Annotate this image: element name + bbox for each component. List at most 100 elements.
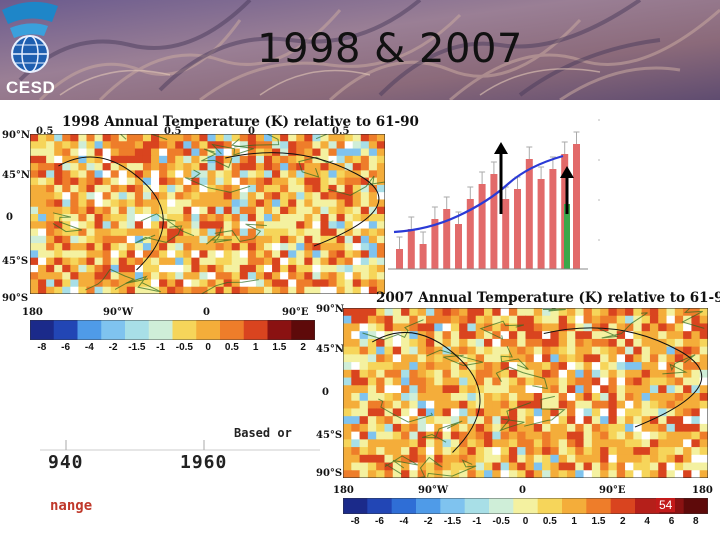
field-cell xyxy=(110,206,120,215)
field-cell xyxy=(484,308,493,317)
field-cell xyxy=(367,447,377,456)
field-cell xyxy=(542,346,551,355)
field-cell xyxy=(550,439,560,448)
field-cell xyxy=(600,377,610,386)
field-cell xyxy=(542,470,551,478)
field-cell xyxy=(450,354,460,363)
field-cell xyxy=(360,243,370,251)
field-cell xyxy=(409,338,419,348)
field-cell xyxy=(320,134,330,142)
field-cell xyxy=(167,250,176,259)
field-cell xyxy=(360,192,370,201)
field-cell xyxy=(691,400,701,410)
colorbar-label: -6 xyxy=(375,516,384,527)
field-cell xyxy=(223,214,233,222)
field-cell xyxy=(352,148,362,157)
field-cell xyxy=(134,163,144,171)
field-cell xyxy=(492,346,502,355)
field-cell xyxy=(199,141,209,150)
field-cell xyxy=(142,206,152,215)
slide-title: 1998 & 2007 xyxy=(257,26,523,72)
field-cell xyxy=(600,462,610,471)
field-cell xyxy=(525,369,535,379)
field-cell xyxy=(517,331,527,340)
field-cell xyxy=(30,163,39,171)
lat-label: 90°N xyxy=(316,304,345,315)
field-cell xyxy=(699,447,708,456)
field-cell xyxy=(392,439,402,448)
field-cell xyxy=(255,177,265,186)
field-cell xyxy=(500,377,510,386)
field-cell xyxy=(608,346,618,355)
field-cell xyxy=(417,377,427,386)
field-cell xyxy=(351,431,361,440)
colorbar-swatch xyxy=(489,498,514,514)
field-cell xyxy=(500,454,510,464)
field-cell xyxy=(492,323,502,332)
field-cell xyxy=(46,228,55,237)
field-cell xyxy=(359,470,369,478)
field-cell xyxy=(359,362,369,371)
field-cell xyxy=(625,346,634,355)
field-cell xyxy=(352,214,362,222)
field-cell xyxy=(304,155,313,164)
field-cell xyxy=(376,454,386,464)
field-cell xyxy=(674,377,684,386)
lat-label: 90°N xyxy=(2,130,31,141)
field-cell xyxy=(352,250,362,259)
field-cell xyxy=(38,141,47,150)
field-cell xyxy=(367,400,377,410)
cesd-logo: CESD xyxy=(0,0,70,100)
field-cell xyxy=(126,148,136,157)
field-cell xyxy=(175,235,184,244)
field-cell xyxy=(484,408,493,417)
field-cell xyxy=(425,462,435,471)
field-cell xyxy=(633,346,643,355)
field-cell xyxy=(343,308,352,317)
map-1998-top-label: 0.5 xyxy=(332,126,350,137)
field-cell xyxy=(484,323,493,332)
field-cell xyxy=(558,423,568,433)
field-cell xyxy=(401,447,410,456)
field-cell xyxy=(691,423,701,433)
field-cell xyxy=(699,431,708,440)
field-cell xyxy=(343,385,352,394)
field-cell xyxy=(566,308,576,317)
field-cell xyxy=(118,141,128,150)
field-cell xyxy=(575,315,585,325)
field-cell xyxy=(207,177,217,186)
field-cell xyxy=(70,184,80,193)
field-cell xyxy=(134,192,144,201)
field-cell xyxy=(384,431,394,440)
field-cell xyxy=(533,470,543,478)
field-cell xyxy=(533,423,543,433)
field-cell xyxy=(392,362,402,371)
field-cell xyxy=(159,250,168,259)
field-cell xyxy=(320,250,330,259)
field-cell xyxy=(191,279,201,288)
colorbar-label: -2 xyxy=(108,342,118,353)
field-cell xyxy=(247,214,257,222)
contour-line xyxy=(422,420,463,443)
field-cell xyxy=(328,272,338,281)
field-cell xyxy=(392,462,402,471)
field-cell xyxy=(434,393,444,402)
anomaly-bar xyxy=(537,179,545,269)
field-cell xyxy=(566,338,576,348)
lon-label: 180 xyxy=(333,485,354,496)
field-cell xyxy=(239,141,249,150)
field-cell xyxy=(223,206,233,215)
colorbar-label: 0 xyxy=(522,516,529,527)
field-cell xyxy=(566,315,576,325)
field-cell xyxy=(417,346,427,355)
field-cell xyxy=(649,454,659,464)
field-cell xyxy=(38,250,47,259)
field-cell xyxy=(199,243,209,251)
field-cell xyxy=(255,243,265,251)
field-cell xyxy=(409,308,419,317)
field-cell xyxy=(674,439,684,448)
field-cell xyxy=(351,354,361,363)
field-cell xyxy=(288,286,297,294)
field-cell xyxy=(304,228,313,237)
lat-label: 0 xyxy=(322,387,329,398)
